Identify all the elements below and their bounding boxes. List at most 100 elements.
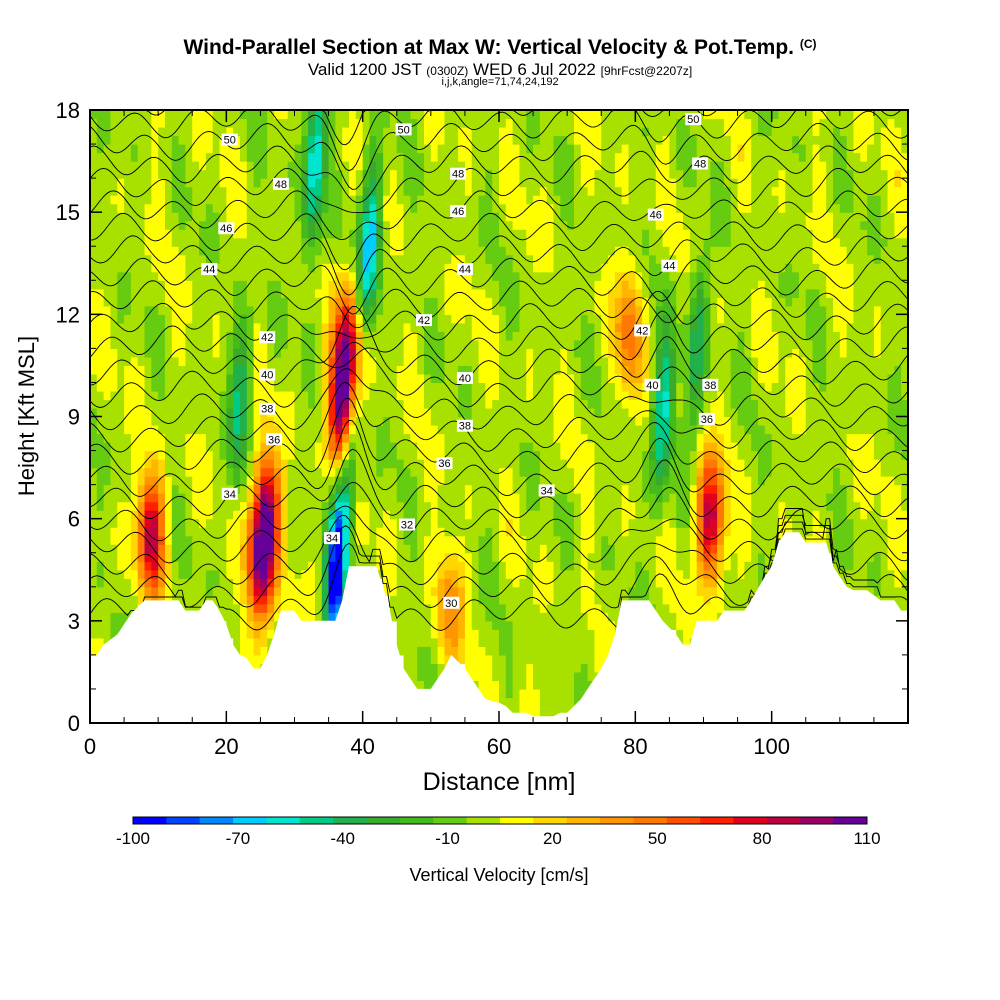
- colorbar-swatch: [500, 817, 534, 824]
- theta-label-2: 46: [218, 222, 235, 235]
- theta-label-text: 44: [663, 261, 675, 273]
- y-tick-label: 12: [56, 302, 80, 327]
- theta-label-text: 46: [220, 223, 232, 235]
- x-tick-label: 0: [84, 734, 96, 759]
- colorbar-tick-label: -70: [226, 829, 251, 848]
- forecast-info: [9hrFcst@2207z]: [600, 64, 693, 78]
- theta-label-text: 34: [224, 489, 236, 501]
- theta-label-text: 36: [701, 414, 713, 426]
- colorbar-tick-label: 20: [543, 829, 562, 848]
- theta-label-0: 50: [221, 133, 238, 147]
- theta-label-3: 44: [201, 263, 218, 276]
- theta-label-12: 50: [395, 123, 412, 136]
- theta-label-20: 34: [538, 484, 555, 497]
- y-tick-label: 6: [68, 507, 80, 532]
- theta-label-10: 32: [399, 518, 415, 532]
- valid-date: WED 6 Jul 2022: [473, 60, 596, 79]
- theta-contour-labels: 50 48 46 44 42 40 38 36 34 34 32 30 50 48 46 44 42 40 38 36…: [201, 113, 719, 610]
- theta-label-9: 34: [324, 532, 340, 545]
- colorbar-tick-label: -10: [435, 829, 460, 848]
- theta-label-text: 36: [268, 434, 280, 446]
- theta-label-28: 36: [698, 412, 715, 426]
- theta-label-16: 42: [416, 314, 432, 327]
- theta-label-text: 42: [261, 332, 273, 344]
- terrain: [90, 532, 908, 723]
- colorbar-swatch: [566, 817, 601, 824]
- colorbar-swatch: [199, 817, 234, 824]
- y-axis-label: Height [Kft MSL]: [14, 336, 39, 496]
- theta-label-8: 34: [221, 487, 238, 501]
- theta-label-7: 36: [266, 433, 283, 446]
- theta-label-text: 42: [636, 325, 648, 337]
- theta-label-text: 50: [224, 135, 236, 147]
- theta-contours: [90, 110, 908, 631]
- valid-utc: (0300Z): [426, 64, 469, 78]
- colorbar-swatch: [299, 817, 334, 824]
- theta-label-24: 44: [661, 259, 678, 273]
- theta-label-18: 38: [456, 419, 473, 433]
- theta-label-text: 30: [445, 598, 457, 610]
- theta-label-text: 40: [261, 370, 273, 382]
- colorbar-swatch: [666, 817, 701, 824]
- colorbar-swatch: [133, 817, 167, 824]
- x-tick-label: 40: [350, 734, 374, 759]
- colorbar-swatch: [266, 817, 301, 824]
- theta-label-text: 44: [459, 264, 471, 276]
- colorbar-swatch: [533, 817, 568, 824]
- theta-label-text: 48: [694, 159, 706, 171]
- theta-label-15: 44: [456, 263, 473, 276]
- colorbar-tick-label: -100: [116, 829, 150, 848]
- colorbar-swatch: [466, 817, 501, 824]
- colorbar: -100 -70 -40 -10 20 50 80 110: [116, 816, 881, 848]
- y-tick-label: 9: [68, 405, 80, 430]
- x-tick-label: 60: [487, 734, 511, 759]
- theta-label-25: 42: [634, 324, 651, 337]
- x-tick-label: 20: [214, 734, 238, 759]
- colorbar-tick-label: 50: [648, 829, 667, 848]
- theta-label-text: 38: [261, 404, 273, 416]
- theta-label-17: 40: [456, 372, 473, 385]
- theta-label-21: 50: [685, 113, 702, 126]
- grid-indices: i,j,k,angle=71,74,24,192: [441, 76, 559, 88]
- colorbar-swatch: [800, 817, 835, 824]
- colorbar-swatch: [766, 817, 801, 824]
- copyright-mark: (C): [799, 37, 817, 51]
- theta-label-13: 48: [450, 167, 467, 181]
- theta-label-text: 38: [704, 380, 716, 392]
- colorbar-swatch: [700, 817, 735, 824]
- colorbar-tick-label: -40: [330, 829, 355, 848]
- theta-label-text: 40: [459, 373, 471, 385]
- y-tick-label: 0: [68, 711, 80, 736]
- x-tick-label: 80: [623, 734, 647, 759]
- colorbar-swatch: [233, 817, 267, 824]
- theta-label-4: 42: [259, 331, 276, 344]
- theta-label-text: 34: [541, 485, 553, 497]
- x-axis-label: Distance [nm]: [423, 768, 576, 796]
- theta-label-text: 46: [650, 210, 662, 222]
- theta-label-5: 40: [259, 368, 276, 382]
- theta-label-11: 30: [443, 596, 460, 610]
- theta-label-1: 48: [272, 177, 289, 191]
- theta-label-text: 48: [452, 169, 464, 181]
- theta-label-text: 34: [326, 533, 338, 545]
- colorbar-swatch: [166, 817, 201, 824]
- colorbar-tick-label: 80: [753, 829, 772, 848]
- chart-title-main: Wind-Parallel Section at Max W: Vertical…: [183, 36, 794, 59]
- theta-label-text: 48: [275, 179, 287, 191]
- theta-label-text: 44: [203, 264, 215, 276]
- theta-label-text: 38: [459, 421, 471, 433]
- colorbar-swatch: [399, 817, 434, 824]
- chart-title: Wind-Parallel Section at Max W: Vertical…: [0, 36, 1000, 60]
- y-tick-label: 15: [56, 200, 80, 225]
- colorbar-swatch: [833, 817, 868, 824]
- theta-label-27: 38: [702, 378, 719, 392]
- theta-label-22: 48: [692, 157, 709, 171]
- colorbar-swatch: [433, 817, 468, 824]
- theta-label-14: 46: [450, 205, 467, 218]
- theta-label-text: 40: [646, 380, 658, 392]
- theta-label-text: 32: [401, 520, 413, 532]
- colorbar-tick-label: 110: [853, 829, 880, 848]
- theta-label-26: 40: [644, 378, 661, 392]
